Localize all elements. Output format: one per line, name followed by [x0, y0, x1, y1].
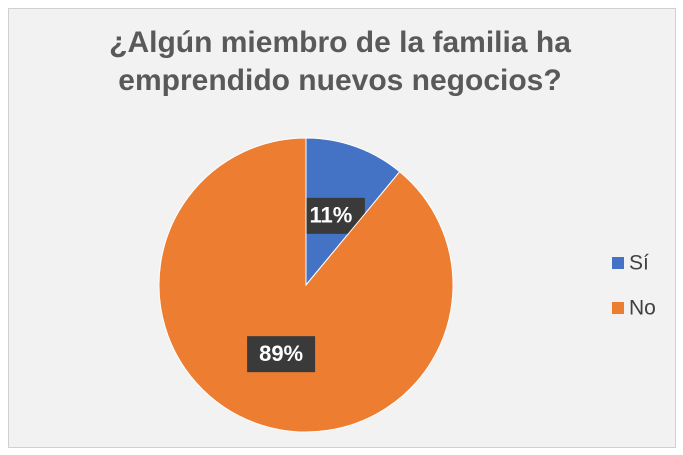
- data-label-box: [247, 336, 316, 373]
- legend-swatch: [612, 257, 624, 269]
- chart-title: ¿Algún miembro de la familia ha emprendi…: [109, 26, 571, 97]
- legend-label: Sí: [629, 252, 649, 275]
- legend-label: No: [629, 297, 656, 320]
- data-label: 89%: [259, 341, 303, 366]
- data-label: 11%: [309, 203, 352, 228]
- pie-slice: [158, 137, 454, 433]
- legend-swatch: [612, 302, 624, 314]
